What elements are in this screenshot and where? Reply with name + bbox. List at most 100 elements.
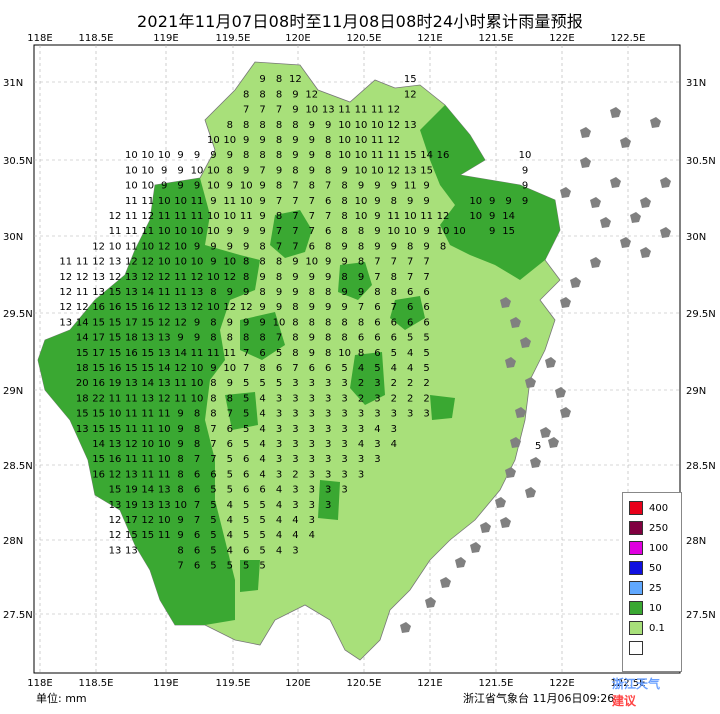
rain-value: 4 — [407, 348, 413, 359]
rain-value: 9 — [309, 165, 315, 176]
rain-value: 4 — [259, 424, 265, 435]
island — [640, 247, 651, 258]
legend-swatch — [629, 641, 643, 655]
rain-value: 11 — [76, 287, 89, 298]
rain-value: 7 — [292, 211, 298, 222]
island — [505, 357, 516, 368]
rain-value: 9 — [292, 287, 298, 298]
rain-value: 10 — [355, 135, 368, 146]
lon-label-bottom: 118E — [27, 678, 52, 689]
island — [620, 137, 631, 148]
rain-value: 7 — [276, 241, 282, 252]
rain-value: 10 — [437, 226, 450, 237]
rain-value: 3 — [325, 500, 331, 511]
rain-value: 7 — [194, 500, 200, 511]
rain-value: 11 — [338, 105, 351, 116]
rain-value: 8 — [177, 485, 183, 496]
rain-value: 4 — [259, 393, 265, 404]
rain-value: 9 — [259, 317, 265, 328]
island — [610, 177, 621, 188]
rain-value: 11 — [158, 287, 171, 298]
rain-value: 3 — [341, 378, 347, 389]
rain-value: 8 — [325, 241, 331, 252]
island — [660, 177, 671, 188]
rain-value: 9 — [210, 363, 216, 374]
rain-value: 11 — [125, 393, 138, 404]
rain-value: 4 — [276, 485, 282, 496]
rain-value: 9 — [292, 150, 298, 161]
island — [560, 297, 571, 308]
rain-value: 3 — [358, 424, 364, 435]
rain-value: 11 — [158, 530, 171, 541]
rain-value: 12 — [289, 74, 302, 85]
rain-value: 13 — [404, 120, 417, 131]
rain-value: 5 — [210, 485, 216, 496]
rain-value: 8 — [210, 378, 216, 389]
legend-swatch — [629, 521, 643, 535]
rain-value: 9 — [391, 181, 397, 192]
lon-label-top: 120E — [285, 33, 310, 44]
rain-value: 9 — [325, 272, 331, 283]
rain-value: 13 — [141, 333, 154, 344]
lat-label-right: 30N — [686, 232, 706, 243]
island — [640, 197, 651, 208]
rain-value: 8 — [309, 287, 315, 298]
rain-value: 9 — [194, 317, 200, 328]
lon-label-bottom: 122E — [549, 678, 574, 689]
rain-value: 6 — [407, 302, 413, 313]
rain-value: 12 — [125, 257, 138, 268]
rain-value: 12 — [59, 302, 72, 313]
rain-value: 4 — [227, 515, 233, 526]
rain-value: 8 — [210, 393, 216, 404]
island — [455, 557, 466, 568]
island — [400, 622, 411, 633]
rain-value: 9 — [243, 241, 249, 252]
rain-value: 10 — [305, 105, 318, 116]
rain-value: 9 — [227, 150, 233, 161]
rain-value: 11 — [158, 409, 171, 420]
legend-item: 25 — [629, 581, 681, 596]
rain-value: 6 — [325, 196, 331, 207]
rain-value: 10 — [207, 135, 220, 146]
rain-value: 17 — [92, 348, 105, 359]
rain-value: 5 — [243, 439, 249, 450]
rain-value: 9 — [505, 196, 511, 207]
rain-value: 9 — [177, 333, 183, 344]
rain-value: 12 — [240, 302, 253, 313]
rain-value: 2 — [391, 378, 397, 389]
rain-value: 16 — [141, 302, 154, 313]
rain-value: 5 — [423, 348, 429, 359]
rain-value: 3 — [341, 424, 347, 435]
rain-value: 5 — [210, 530, 216, 541]
rain-value: 10 — [240, 196, 253, 207]
rain-value: 9 — [292, 89, 298, 100]
rain-value: 10 — [207, 211, 220, 222]
rain-value: 13 — [92, 287, 105, 298]
source-label: 浙江省气象台 11月06日09:26 — [463, 692, 615, 705]
rain-value: 10 — [469, 196, 482, 207]
rain-value: 17 — [92, 333, 105, 344]
rain-value: 5 — [259, 561, 265, 572]
rain-value: 9 — [177, 181, 183, 192]
rain-patch-south — [240, 480, 340, 592]
rain-value: 16 — [92, 302, 105, 313]
rain-value: 7 — [391, 302, 397, 313]
lat-label-left: 29N — [3, 386, 23, 397]
rain-value: 3 — [276, 424, 282, 435]
rain-value: 8 — [259, 241, 265, 252]
rain-value: 11 — [141, 454, 154, 465]
rain-value: 11 — [109, 226, 122, 237]
rain-value: 15 — [76, 409, 89, 420]
rain-value: 11 — [158, 211, 171, 222]
rain-value: 10 — [240, 181, 253, 192]
lat-label-left: 31N — [3, 78, 23, 89]
island — [510, 317, 521, 328]
rain-value: 10 — [158, 439, 171, 450]
rain-value: 9 — [259, 211, 265, 222]
rain-value: 9 — [210, 257, 216, 268]
rain-value: 4 — [292, 515, 298, 526]
rain-value: 9 — [227, 226, 233, 237]
lon-label-bottom: 119.5E — [216, 678, 251, 689]
rain-value: 5 — [243, 424, 249, 435]
rain-value: 10 — [191, 393, 204, 404]
